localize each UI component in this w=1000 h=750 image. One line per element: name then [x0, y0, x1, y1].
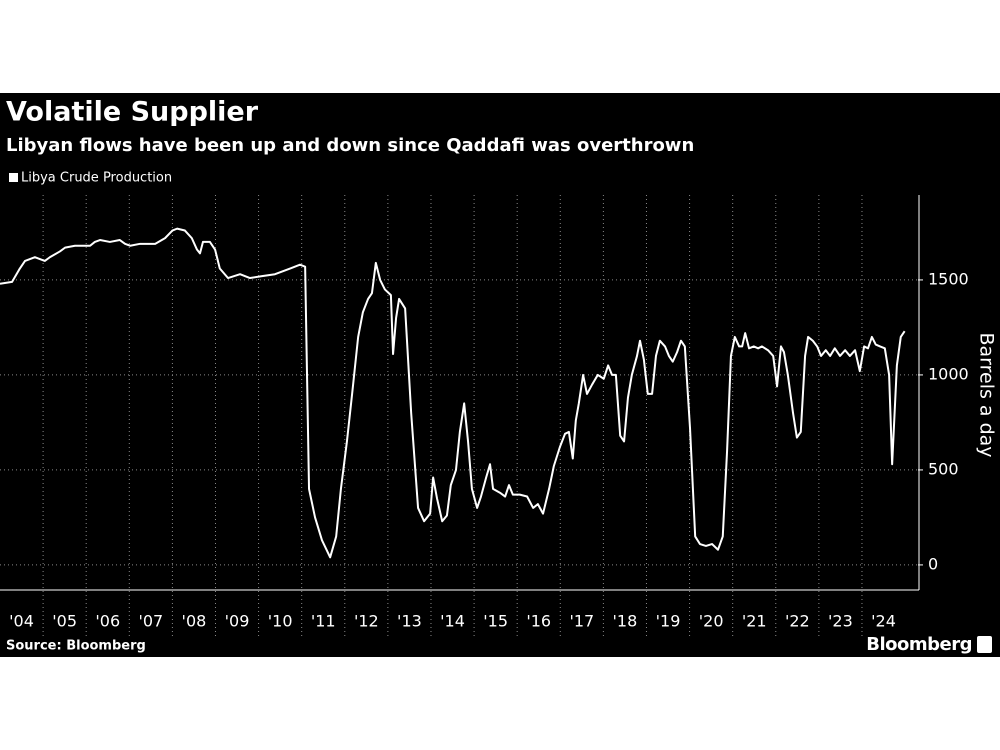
x-tick-label: '24: [871, 612, 896, 631]
x-tick-label: '09: [225, 612, 250, 631]
x-tick-label: '23: [828, 612, 853, 631]
y-tick-label: 0: [928, 554, 938, 573]
y-tick-label: 1000: [928, 364, 969, 383]
x-tick-label: '21: [742, 612, 767, 631]
legend-label: Libya Crude Production: [21, 171, 172, 186]
x-tick-label: '13: [397, 612, 422, 631]
brand-logo: [977, 636, 992, 653]
x-tick-label: '22: [785, 612, 810, 631]
x-tick-label: '19: [656, 612, 681, 631]
source: Source: Bloomberg: [6, 639, 146, 654]
x-tick-label: '10: [268, 612, 293, 631]
y-tick-label: 500: [928, 459, 959, 478]
x-tick-label: '11: [311, 612, 336, 631]
x-tick-label: '12: [354, 612, 379, 631]
chart-subtitle: Libyan flows have been up and down since…: [6, 135, 694, 156]
x-tick-label: '17: [569, 612, 594, 631]
y-axis-label: Barrels a day: [976, 332, 998, 457]
x-tick-label: '18: [613, 612, 638, 631]
x-tick-label: '07: [138, 612, 163, 631]
chart-title: Volatile Supplier: [6, 97, 259, 128]
x-tick-label: '05: [52, 612, 77, 631]
legend-swatch: [9, 173, 18, 182]
x-tick-label: '04: [9, 612, 34, 631]
y-tick-label: 1500: [928, 269, 969, 288]
x-tick-label: '16: [526, 612, 551, 631]
x-tick-label: '20: [699, 612, 724, 631]
x-tick-label: '15: [483, 612, 508, 631]
line: [0, 227, 906, 559]
brand: Bloomberg: [866, 634, 972, 655]
x-tick-label: '06: [95, 612, 120, 631]
x-tick-label: '08: [182, 612, 207, 631]
x-tick-label: '14: [440, 612, 465, 631]
